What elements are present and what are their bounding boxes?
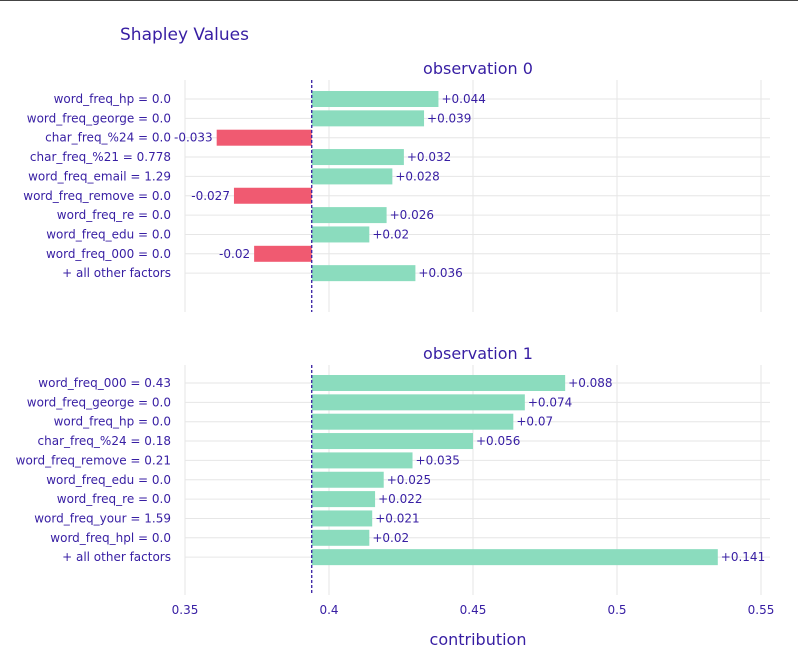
category-label: word_freq_hp = 0.0 (54, 415, 171, 429)
category-label: word_freq_000 = 0.0 (46, 247, 171, 261)
value-label: +0.07 (516, 415, 553, 429)
x-tick-label: 0.45 (460, 603, 487, 617)
bar (311, 471, 384, 488)
category-label: + all other factors (62, 550, 171, 564)
bar (233, 187, 312, 204)
value-label: +0.056 (476, 434, 520, 448)
bar (311, 207, 387, 224)
bar (311, 265, 416, 282)
value-label: +0.032 (407, 150, 451, 164)
bar (311, 110, 425, 127)
bar (311, 226, 370, 243)
category-label: word_freq_george = 0.0 (27, 111, 171, 125)
x-tick-label: 0.35 (172, 603, 199, 617)
bar (216, 129, 312, 146)
panel-subtitle: observation 0 (423, 59, 533, 78)
x-tick-label: 0.55 (748, 603, 775, 617)
category-label: word_freq_hpl = 0.0 (50, 531, 171, 545)
value-label: +0.02 (372, 227, 409, 241)
value-label: +0.141 (721, 550, 765, 564)
chart-title: Shapley Values (120, 25, 249, 45)
x-tick-label: 0.4 (319, 603, 338, 617)
bar (254, 245, 312, 262)
x-axis-title: contribution (430, 630, 527, 649)
x-tick-label: 0.5 (607, 603, 626, 617)
bar (311, 510, 373, 527)
value-label: +0.044 (441, 92, 485, 106)
category-label: + all other factors (62, 266, 171, 280)
category-label: word_freq_re = 0.0 (57, 492, 171, 506)
category-label: word_freq_hp = 0.0 (54, 92, 171, 106)
bar (311, 491, 376, 508)
panel-observation-1: observation 1 word_freq_000 = 0.43 +0.088 w… (16, 344, 770, 595)
category-label: word_freq_your = 1.59 (34, 511, 171, 525)
bar (311, 452, 413, 469)
bar (311, 149, 404, 166)
category-label: char_freq_%24 = 0.18 (38, 434, 171, 448)
bar (311, 433, 473, 450)
category-label: word_freq_000 = 0.43 (38, 376, 171, 390)
category-label: word_freq_email = 1.29 (28, 169, 171, 183)
category-label: word_freq_re = 0.0 (57, 208, 171, 222)
value-label: +0.022 (378, 492, 422, 506)
value-label: +0.028 (395, 169, 439, 183)
bar (311, 549, 718, 566)
value-label: +0.036 (418, 266, 462, 280)
value-label: +0.026 (390, 208, 434, 222)
top-border-line (0, 0, 798, 1)
panels-layer: observation 0 word_freq_hp = 0.0 +0.044 wor… (16, 59, 770, 595)
value-label: +0.021 (375, 511, 419, 525)
bar (311, 529, 370, 546)
value-label: +0.025 (387, 473, 431, 487)
category-label: char_freq_%24 = 0.0 (45, 131, 171, 145)
panel-subtitle: observation 1 (423, 344, 533, 363)
category-label: word_freq_remove = 0.21 (16, 453, 171, 467)
value-label: +0.02 (372, 531, 409, 545)
category-label: char_freq_%21 = 0.778 (30, 150, 171, 164)
bar (311, 375, 566, 391)
value-label: +0.035 (416, 453, 460, 467)
value-label: +0.074 (528, 395, 572, 409)
category-label: word_freq_george = 0.0 (27, 395, 171, 409)
bar (311, 394, 525, 411)
value-label: -0.02 (219, 247, 250, 261)
panel-observation-0: observation 0 word_freq_hp = 0.0 +0.044 wor… (23, 59, 770, 312)
category-label: word_freq_remove = 0.0 (23, 189, 171, 203)
category-label: word_freq_edu = 0.0 (46, 227, 171, 241)
x-axis: 0.35 0.4 0.45 0.5 0.55 (172, 603, 775, 617)
bar (311, 413, 514, 430)
value-label: -0.033 (174, 131, 213, 145)
value-label: +0.088 (568, 376, 612, 390)
value-label: -0.027 (191, 189, 230, 203)
bar (311, 168, 393, 185)
bar (311, 91, 439, 107)
value-label: +0.039 (427, 111, 471, 125)
category-label: word_freq_edu = 0.0 (46, 473, 171, 487)
